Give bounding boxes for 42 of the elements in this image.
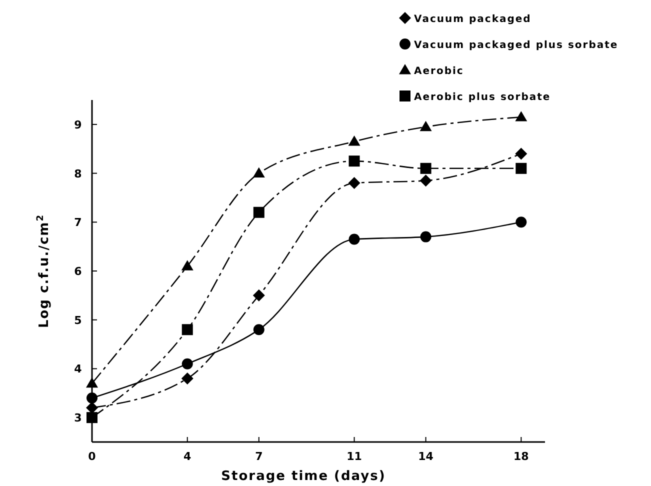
y-tick-label: 4 (74, 362, 82, 376)
point (516, 162, 527, 174)
point (252, 289, 265, 302)
point (515, 148, 528, 160)
legend-label: Aerobic plus sorbate (414, 92, 551, 103)
y-tick-label: 8 (74, 167, 82, 180)
point (515, 111, 528, 122)
point (420, 231, 432, 242)
x-tick-label: 4 (184, 450, 192, 463)
y-tick-label: 6 (74, 265, 82, 278)
point (348, 234, 360, 245)
y-tick-label: 3 (74, 412, 82, 425)
legend-label: Vacuum packaged (414, 14, 532, 25)
y-tick-label: 7 (74, 216, 82, 230)
point (252, 167, 265, 178)
point (86, 377, 98, 388)
x-tick-label: 18 (514, 450, 529, 463)
point (181, 260, 194, 270)
x-axis-title: Storage time (days) (221, 469, 386, 484)
point (516, 216, 527, 228)
point (86, 412, 98, 424)
point (86, 402, 98, 414)
point (182, 358, 193, 370)
point (253, 206, 264, 218)
point (348, 156, 360, 167)
point (420, 162, 432, 174)
point (86, 392, 98, 404)
point (420, 120, 432, 132)
point (420, 174, 432, 187)
x-tick-label: 14 (418, 450, 434, 463)
y-tick-label: 9 (74, 118, 82, 132)
x-tick-label: 11 (346, 450, 362, 463)
point (253, 324, 264, 336)
x-tick-label: 7 (255, 450, 263, 463)
y-tick-label: 5 (74, 314, 82, 327)
legend-label: Aerobic (414, 66, 464, 77)
point (181, 372, 194, 384)
point (348, 177, 360, 190)
legend-label: Vacuum packaged plus sorbate (414, 40, 618, 51)
point (182, 324, 193, 336)
point (348, 136, 360, 146)
x-tick-label: 0 (88, 450, 96, 463)
